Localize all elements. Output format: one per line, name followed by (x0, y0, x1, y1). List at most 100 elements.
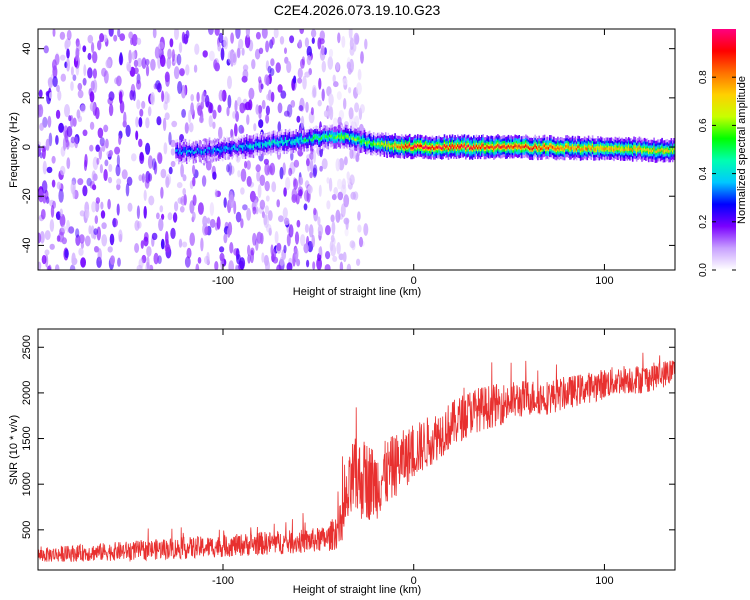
ridge-cell (395, 145, 398, 148)
noise-blob (354, 115, 360, 128)
noise-blob (291, 188, 298, 201)
noise-blob (50, 205, 55, 218)
noise-blob (251, 59, 256, 70)
noise-blob (197, 202, 204, 215)
spectrogram-panel: -100 0 100 -40 -20 0 20 40 Height of straight l… (8, 28, 676, 298)
noise-blob (264, 162, 270, 176)
noise-blob (158, 41, 165, 50)
ridge-cell (662, 150, 665, 153)
ridge-cell (570, 147, 573, 150)
ridge-cell (430, 147, 432, 150)
noise-blob (168, 166, 173, 175)
ridge-cell (462, 145, 464, 148)
noise-blob (206, 217, 211, 224)
ridge-cell (194, 151, 196, 154)
noise-blob (247, 244, 251, 256)
noise-blob (296, 219, 301, 228)
ridge-cell (202, 151, 204, 154)
noise-blob (39, 231, 45, 244)
noise-blob (316, 257, 322, 270)
ridge-cell (347, 135, 350, 138)
ridge-cell (526, 145, 528, 148)
noise-blob (238, 38, 244, 50)
noise-blob (134, 243, 140, 253)
noise-blob (357, 224, 362, 233)
ridge-cell (441, 147, 443, 150)
noise-blob (48, 264, 52, 270)
ridge-cell (455, 146, 458, 150)
noise-blob (100, 201, 104, 210)
noise-blob (227, 75, 232, 89)
ridge-cell (396, 145, 399, 149)
ridge-cell (222, 149, 224, 152)
noise-blob (38, 89, 43, 98)
noise-blob (229, 165, 235, 175)
noise-blob (348, 87, 352, 94)
ridge-cell (368, 140, 371, 143)
ridge-cell (330, 135, 332, 138)
noise-blob (159, 36, 165, 51)
ridge-cell (453, 146, 455, 150)
noise-blob (303, 203, 308, 211)
ridge-cell (585, 147, 587, 150)
ridge-cell (634, 146, 637, 150)
noise-blob (158, 218, 164, 232)
ridge-cell (232, 145, 235, 148)
noise-blob (264, 205, 269, 215)
noise-blob (179, 206, 185, 213)
ridge-cell (449, 144, 451, 147)
noise-blob (43, 45, 49, 54)
noise-blob (343, 98, 347, 110)
noise-blob (196, 91, 200, 103)
noise-blob (95, 197, 101, 204)
ridge-cell (425, 145, 427, 148)
noise-blob (164, 112, 170, 120)
noise-blob (356, 258, 361, 266)
noise-blob (116, 154, 120, 168)
noise-blob (342, 78, 348, 86)
noise-blob (178, 42, 183, 54)
noise-blob (151, 232, 158, 241)
noise-blob (160, 238, 165, 250)
ridge-cell (547, 147, 550, 150)
noise-blob (306, 45, 312, 58)
noise-blob (248, 87, 255, 100)
noise-blob (52, 65, 58, 79)
ridge-cell (404, 144, 407, 147)
noise-blob (299, 29, 304, 35)
noise-blob (56, 235, 61, 242)
ridge-cell (298, 140, 300, 143)
ridge-cell (250, 145, 252, 148)
noise-blob (293, 178, 298, 190)
ridge-cell (531, 147, 534, 151)
ridge-cell (465, 147, 467, 150)
ridge-cell (479, 146, 482, 150)
noise-blob (97, 40, 102, 51)
noise-blob (286, 233, 291, 247)
ridge-cell (378, 142, 380, 145)
noise-blob (108, 149, 114, 157)
noise-blob (214, 189, 218, 198)
noise-blob (82, 77, 87, 86)
ridge-cell (567, 145, 570, 149)
noise-blob (323, 110, 328, 118)
noise-blob (304, 71, 311, 78)
noise-blob (218, 32, 224, 44)
noise-blob (148, 195, 155, 206)
noise-blob (118, 53, 124, 66)
ridge-cell (519, 146, 522, 149)
noise-blob (269, 68, 275, 76)
noise-blob (246, 176, 252, 187)
noise-blob (54, 53, 60, 66)
ridge-cell (506, 146, 508, 149)
noise-blob (128, 49, 132, 64)
noise-blob (184, 256, 191, 268)
noise-blob (220, 47, 225, 61)
noise-blob (197, 105, 203, 116)
noise-blob (318, 247, 322, 255)
noise-blob (143, 232, 149, 242)
ridge-cell (671, 149, 674, 153)
noise-blob (136, 37, 142, 46)
noise-blob (80, 104, 86, 113)
ridge-cell (323, 134, 326, 138)
